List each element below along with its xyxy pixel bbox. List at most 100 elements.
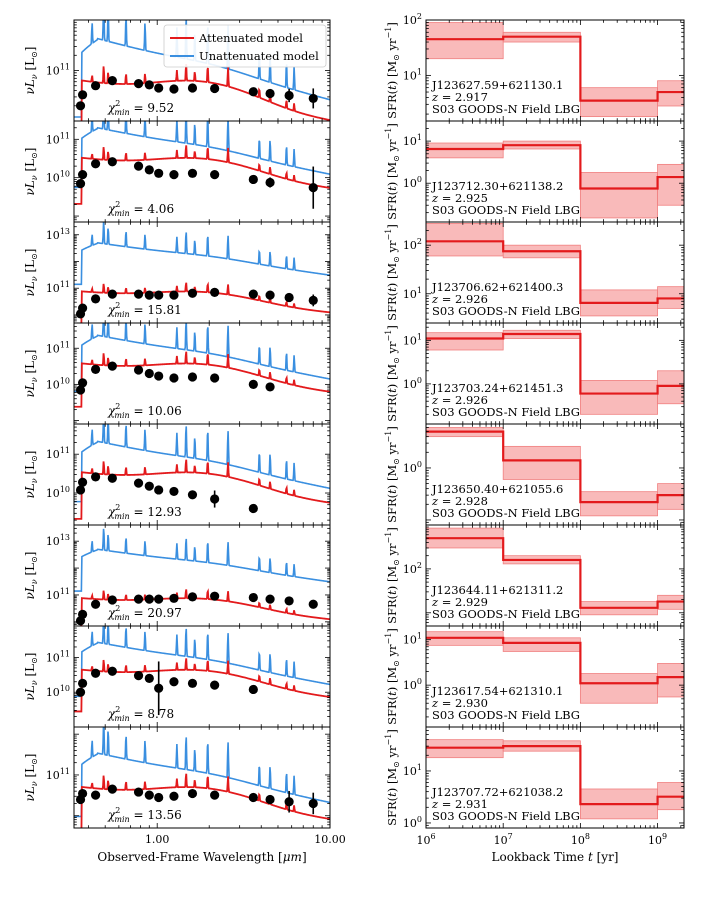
photometry-point [308, 798, 318, 809]
photometry-point [144, 290, 154, 300]
photometry-point [210, 287, 220, 297]
photometry-point [210, 170, 220, 180]
photometry-point [90, 364, 101, 374]
photometry-point [133, 594, 144, 604]
attenuated-model-line [74, 658, 330, 713]
y-tick-label: 102 [403, 561, 422, 576]
photometry-point [154, 83, 164, 93]
sfr-step-line [426, 537, 684, 609]
photometry-point [248, 592, 258, 603]
y-tick-label: 101 [403, 763, 422, 778]
photometry-point [77, 170, 88, 180]
photometry-point [90, 294, 101, 304]
y-tick-label: 1010 [46, 485, 70, 500]
photometry-point [154, 594, 164, 604]
object-field: S03 GOODS-N Field LBG [432, 304, 580, 318]
photometry-point [154, 792, 164, 803]
sed-y-axis-label: νLν [L⊙] [23, 350, 39, 398]
sed-panel-4: 1010 1011 νLν [L⊙] χ2 min = 10.06 [23, 322, 331, 425]
sfr-uncertainty-band [657, 80, 684, 107]
object-redshift: z = 2.917 [431, 90, 488, 104]
photometry-point [107, 473, 117, 483]
sfh-axes-frame [425, 726, 685, 829]
sed-panel-8: 1011 νLν [L⊙] χ2 min = 13.56 [23, 726, 331, 829]
sfr-y-axis-label: SFR(t) [M⊙ yr−1] [384, 224, 401, 321]
photometry-point [75, 101, 86, 111]
photometry-point [210, 373, 220, 383]
photometry-point [169, 593, 179, 603]
chi2-label: χ2 min = 9.52 [107, 99, 174, 117]
photometry-point [75, 485, 86, 495]
object-name: J123707.72+621038.2 [431, 785, 563, 799]
legend-attenuated-label: Attenuated model [198, 31, 303, 45]
photometry-point [107, 361, 117, 371]
unattenuated-model-line [74, 727, 330, 818]
photometry-point [133, 161, 144, 171]
object-name: J123706.62+621400.3 [431, 280, 563, 294]
y-tick-label: 1013 [46, 227, 70, 242]
photometry-point [90, 668, 101, 678]
sed-panel-1: 1011 νLν [L⊙] χ2 min = 9.52 [23, 19, 331, 122]
photometry-point [308, 93, 318, 104]
sfr-uncertainty-band [579, 673, 658, 704]
y-tick-label: 1011 [46, 587, 70, 602]
sfr-uncertainty-band [579, 380, 658, 415]
photometry-point [107, 157, 117, 167]
chi2-label: χ2 min = 12.93 [107, 503, 182, 521]
photometry-point [90, 159, 101, 169]
sfr-uncertainty-band [502, 445, 581, 480]
y-tick-label: 1011 [46, 446, 70, 461]
chi2-label: χ2 min = 15.81 [107, 301, 182, 319]
photometry-point [75, 687, 86, 697]
sed-y-axis-label: νLν [L⊙] [23, 552, 39, 600]
y-tick-label: 1011 [46, 649, 70, 664]
photometry-point [265, 177, 275, 188]
sfr-uncertainty-band [657, 663, 684, 698]
unattenuated-model-line [74, 424, 330, 503]
photometry-point [308, 183, 318, 193]
sfr-y-axis-label: SFR(t) [M⊙ yr−1] [384, 729, 401, 826]
y-tick-label: 100 [403, 460, 422, 475]
y-tick-label: 1011 [46, 767, 70, 782]
object-redshift: z = 2.926 [431, 292, 488, 306]
y-tick-label: 101 [403, 286, 422, 301]
y-tick-label: 1011 [46, 340, 70, 355]
chi2-label: χ2 min = 20.97 [107, 604, 182, 622]
photometry-point [75, 385, 86, 395]
unattenuated-model-line [74, 222, 330, 286]
sfr-step-line [426, 332, 684, 395]
sed-y-axis-label: νLν [L⊙] [23, 754, 39, 802]
photometry-point [187, 678, 198, 688]
photometry-point [248, 503, 258, 514]
y-tick-label: 1013 [46, 533, 70, 548]
photometry-point [308, 599, 318, 609]
photometry-point [77, 477, 88, 487]
object-name: J123627.59+621130.1 [431, 78, 563, 92]
photometry-point [187, 83, 198, 93]
photometry-point [187, 788, 198, 799]
photometry-point [210, 790, 220, 800]
object-name: J123712.30+621138.2 [431, 179, 563, 193]
photometry-point [144, 594, 154, 604]
photometry-point [77, 90, 88, 100]
photometry-point [248, 684, 258, 695]
photometry-point [77, 788, 88, 799]
photometry-point [144, 481, 154, 491]
y-tick-label: 101 [403, 133, 422, 148]
y-tick-label: 100 [403, 175, 422, 190]
photometry-point [169, 486, 179, 497]
photometry-point [187, 288, 198, 298]
photometry-point [169, 373, 179, 383]
y-tick-label: 1010 [46, 684, 70, 699]
photometry-point [107, 666, 117, 676]
photometry-point [77, 378, 88, 388]
sed-panel-7: 1010 1011 νLν [L⊙] χ2 min = 8.78 [23, 625, 331, 728]
object-field: S03 GOODS-N Field LBG [432, 405, 580, 419]
object-redshift: z = 2.930 [431, 696, 488, 710]
unattenuated-model-line [74, 323, 330, 393]
sfr-y-axis-label: SFR(t) [M⊙ yr−1] [384, 426, 401, 523]
sfr-uncertainty-band [579, 172, 658, 219]
